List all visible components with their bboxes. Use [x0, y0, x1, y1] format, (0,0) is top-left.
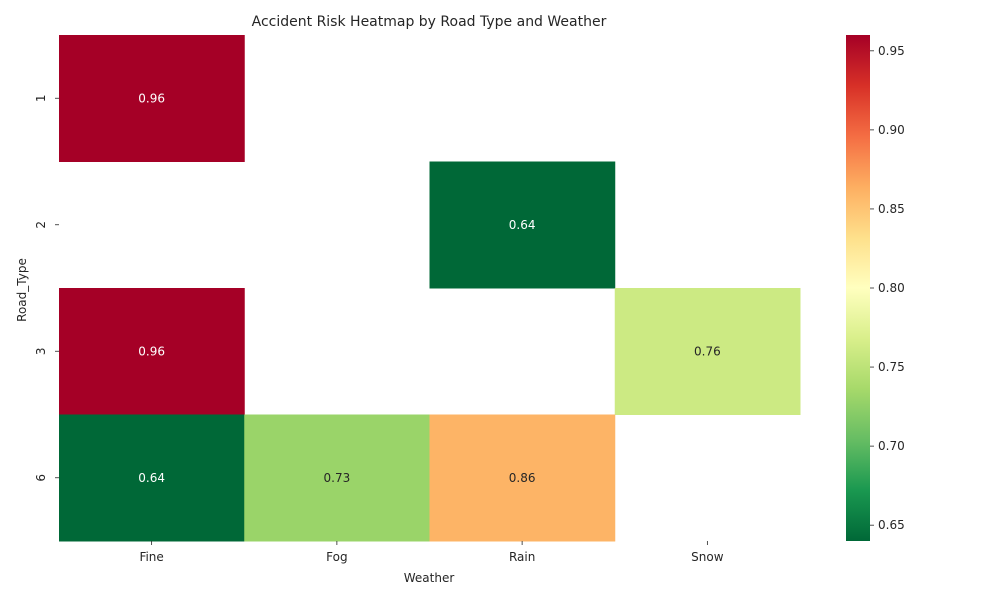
cell-value-label: 0.96 — [138, 91, 165, 105]
y-axis-label: Road_Type — [15, 258, 29, 322]
x-axis-label: Weather — [404, 571, 455, 585]
colorbar-gradient — [846, 35, 870, 541]
colorbar-tick-label: 0.85 — [878, 202, 905, 216]
heatmap-cell-1-fine — [59, 35, 245, 162]
colorbar: 0.65 0.70 0.75 0.80 0.85 0.90 0.95 — [846, 35, 905, 541]
heatmap-cell-3-fine — [59, 288, 245, 415]
heatmap-cell-labels: 0.96 0.64 0.96 0.76 0.64 0.73 0.86 — [138, 91, 720, 485]
cell-value-label: 0.86 — [509, 471, 536, 485]
heatmap-cell-2-rain — [429, 161, 616, 289]
y-tick-label: 2 — [34, 221, 48, 229]
x-tick-label: Fog — [326, 550, 347, 564]
y-tick-label: 6 — [34, 474, 48, 482]
x-tick-label: Rain — [509, 550, 535, 564]
heatmap-cell-6-fine — [59, 414, 245, 542]
cell-value-label: 0.64 — [509, 218, 536, 232]
colorbar-tick-label: 0.75 — [878, 360, 905, 374]
colorbar-tick-label: 0.90 — [878, 123, 905, 137]
cell-value-label: 0.96 — [138, 344, 165, 358]
x-tick-label: Snow — [691, 550, 724, 564]
heatmap-cell-6-fog — [244, 414, 430, 542]
cell-value-label: 0.73 — [324, 471, 351, 485]
x-axis: Fine Fog Rain Snow — [139, 541, 724, 564]
cell-value-label: 0.76 — [694, 344, 721, 358]
y-axis: 1 2 3 6 — [34, 94, 59, 482]
colorbar-tick-label: 0.80 — [878, 281, 905, 295]
colorbar-tick-label: 0.65 — [878, 518, 905, 532]
colorbar-tick-label: 0.95 — [878, 44, 905, 58]
x-tick-label: Fine — [139, 550, 163, 564]
heatmap-cell-3-snow — [614, 288, 801, 415]
cell-value-label: 0.64 — [138, 471, 165, 485]
heatmap-cells — [59, 35, 801, 542]
colorbar-tick-label: 0.70 — [878, 439, 905, 453]
heatmap-cell-6-rain — [429, 414, 616, 542]
chart-title: Accident Risk Heatmap by Road Type and W… — [252, 14, 607, 30]
y-tick-label: 1 — [34, 94, 48, 102]
y-tick-label: 3 — [34, 347, 48, 355]
